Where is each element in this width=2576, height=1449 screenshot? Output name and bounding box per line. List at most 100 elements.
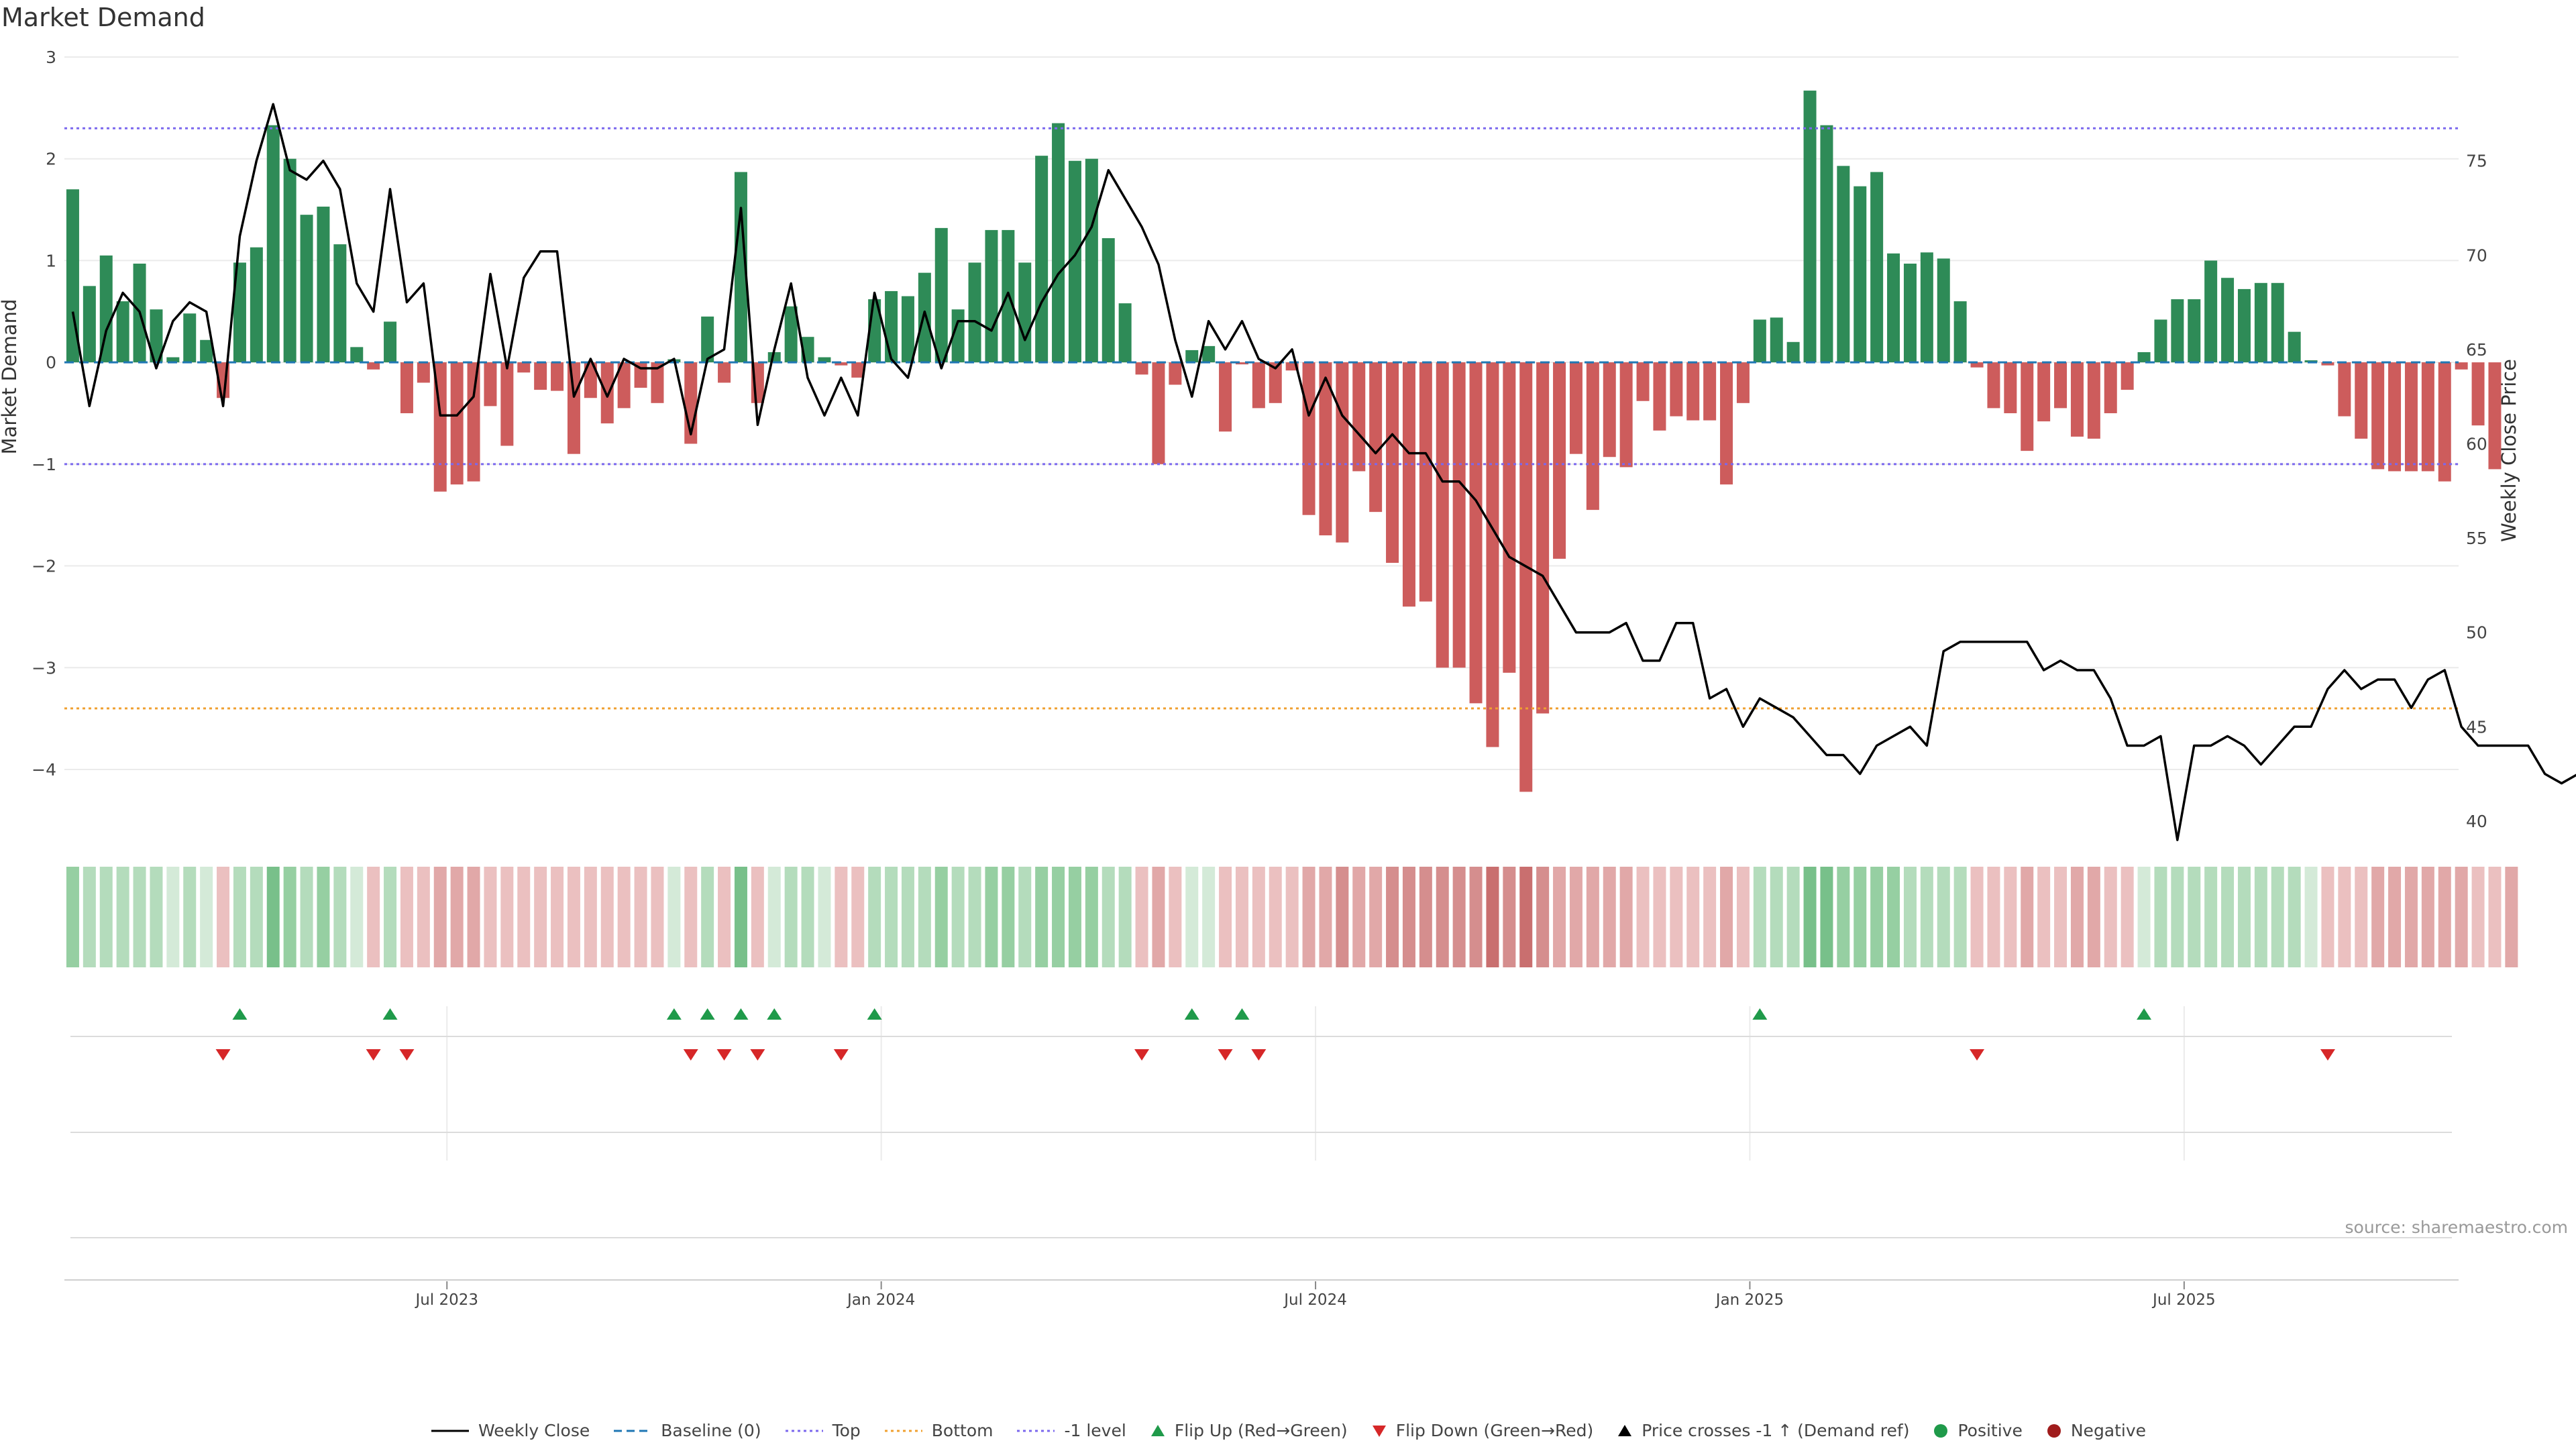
regime-cell: [2404, 867, 2418, 967]
regime-cell: [1336, 867, 1349, 967]
regime-cell: [2237, 867, 2251, 967]
demand-bar: [1503, 362, 1516, 673]
regime-cell: [1553, 867, 1566, 967]
regime-cell: [901, 867, 914, 967]
regime-cell: [1219, 867, 1232, 967]
demand-bar: [1770, 317, 1783, 363]
demand-bar: [1553, 362, 1566, 559]
demand-bar: [1252, 362, 1265, 409]
demand-bar: [1402, 362, 1415, 607]
flip-up-marker: [700, 1008, 715, 1020]
regime-cell: [818, 867, 831, 967]
demand-bar: [1653, 362, 1666, 431]
demand-bar: [2371, 362, 2385, 470]
regime-cell: [1503, 867, 1516, 967]
demand-bar: [1219, 362, 1232, 432]
regime-cell: [2104, 867, 2117, 967]
demand-bar: [1736, 362, 1750, 403]
y2-tick-label: 70: [2466, 246, 2487, 265]
y-tick-label: 2: [46, 150, 56, 169]
regime-cell: [2371, 867, 2385, 967]
regime-cell: [83, 867, 96, 967]
regime-cell: [1820, 867, 1833, 967]
regime-cell: [1519, 867, 1533, 967]
demand-bar: [818, 357, 831, 363]
flip-down-marker: [1970, 1049, 1985, 1061]
regime-cell: [1002, 867, 1015, 967]
demand-bar: [1870, 172, 1884, 363]
legend-symbol: [431, 1430, 469, 1432]
regime-cell: [2137, 867, 2151, 967]
demand-bar: [2104, 362, 2117, 413]
regime-cell: [1736, 867, 1750, 967]
demand-bar: [701, 316, 714, 363]
demand-bar: [951, 309, 965, 363]
legend-item: Negative: [2045, 1421, 2146, 1440]
regime-cell: [1586, 867, 1599, 967]
demand-bar: [2054, 362, 2068, 409]
y2-tick-label: 40: [2466, 812, 2487, 831]
regime-cell: [2221, 867, 2235, 967]
demand-bar: [584, 362, 597, 398]
demand-bar: [400, 362, 413, 413]
regime-cell: [1419, 867, 1432, 967]
regime-cell: [2154, 867, 2167, 967]
regime-cell: [718, 867, 731, 967]
demand-bar: [1887, 253, 1900, 363]
regime-cell: [2188, 867, 2201, 967]
regime-cell: [2388, 867, 2402, 967]
regime-cell: [885, 867, 898, 967]
flip-up-marker: [1752, 1008, 1768, 1020]
flip-up-marker: [767, 1008, 782, 1020]
demand-bar: [2471, 362, 2485, 426]
demand-bar: [500, 362, 514, 446]
demand-bar: [2338, 362, 2351, 417]
regime-cell: [217, 867, 230, 967]
demand-bar: [918, 272, 931, 363]
demand-bar: [1269, 362, 1282, 403]
y2-tick-label: 75: [2466, 152, 2487, 171]
regime-cell: [1185, 867, 1199, 967]
regime-cell: [2171, 867, 2184, 967]
regime-cell: [450, 867, 464, 967]
regime-cell: [2338, 867, 2351, 967]
demand-bar: [1536, 362, 1550, 714]
demand-bar: [651, 362, 664, 403]
demand-bar: [1603, 362, 1616, 458]
demand-bar: [567, 362, 580, 454]
regime-cell: [2271, 867, 2284, 967]
demand-bar: [1152, 362, 1165, 464]
demand-bar: [467, 362, 480, 482]
demand-bar: [116, 301, 129, 363]
regime-cell: [2004, 867, 2017, 967]
regime-cell: [1319, 867, 1332, 967]
demand-bar: [1235, 362, 1248, 365]
regime-cell: [266, 867, 280, 967]
regime-cell: [433, 867, 447, 967]
legend-symbol: [785, 1430, 823, 1432]
regime-cell: [2021, 867, 2034, 967]
demand-bar: [2488, 362, 2502, 470]
demand-bar: [1753, 319, 1766, 363]
demand-bar: [2171, 299, 2184, 363]
flip-up-marker: [2137, 1008, 2152, 1020]
demand-bar: [2204, 260, 2218, 363]
demand-bar: [2388, 362, 2402, 472]
demand-bar: [1102, 238, 1115, 363]
demand-bar: [901, 296, 914, 363]
demand-bar: [1336, 362, 1349, 543]
demand-bar: [333, 244, 347, 363]
demand-bar: [266, 125, 280, 363]
legend-label: Positive: [1957, 1421, 2023, 1440]
demand-bar: [851, 362, 865, 378]
regime-cell: [350, 867, 364, 967]
weekly-close-line: [71, 103, 2576, 841]
regime-cell: [1619, 867, 1633, 967]
demand-bar: [1720, 362, 1733, 485]
regime-cell: [600, 867, 614, 967]
demand-bar: [1202, 345, 1216, 363]
demand-bar: [2304, 360, 2318, 363]
regime-cell: [317, 867, 330, 967]
demand-bar: [1953, 301, 1967, 363]
